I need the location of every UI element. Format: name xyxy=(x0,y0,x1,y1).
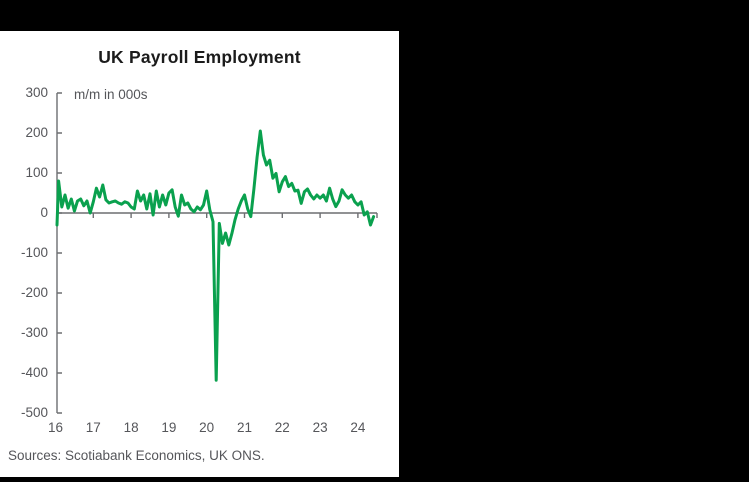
x-axis-tick-label: 20 xyxy=(199,420,215,435)
x-axis-tick-label: 23 xyxy=(312,420,328,435)
y-axis-tick-label: -200 xyxy=(20,285,48,300)
chart-title: UK Payroll Employment xyxy=(98,47,301,67)
y-axis xyxy=(56,92,62,414)
chart-panel: UK Payroll Employment m/m in 000s 300 200… xyxy=(0,31,399,477)
y-axis-tick-label: -300 xyxy=(20,325,48,340)
y-axis-tick-label: 200 xyxy=(25,125,48,140)
sources-note: Sources: Scotiabank Economics, UK ONS. xyxy=(8,448,265,463)
y-axis-tick-label: -100 xyxy=(20,245,48,260)
y-axis-tick-label: -400 xyxy=(20,365,48,380)
x-axis-zero-line xyxy=(57,212,378,218)
x-axis-tick-label: 17 xyxy=(85,420,101,435)
y-axis-tick-label: 100 xyxy=(25,165,48,180)
x-axis-tick-label: 22 xyxy=(274,420,290,435)
x-axis-tick-label: 16 xyxy=(47,420,64,435)
data-line xyxy=(55,129,376,382)
chart-units-label: m/m in 000s xyxy=(74,87,148,102)
chart-svg xyxy=(55,92,378,414)
y-axis-tick-label: 0 xyxy=(40,205,48,220)
x-axis-tick-label: 21 xyxy=(236,420,253,435)
y-axis-tick-label: -500 xyxy=(20,405,48,420)
y-axis-tick-label: 300 xyxy=(25,85,48,100)
x-axis-tick-label: 18 xyxy=(123,420,139,435)
x-axis-tick-label: 19 xyxy=(161,420,177,435)
x-axis-tick-label: 24 xyxy=(350,420,366,435)
